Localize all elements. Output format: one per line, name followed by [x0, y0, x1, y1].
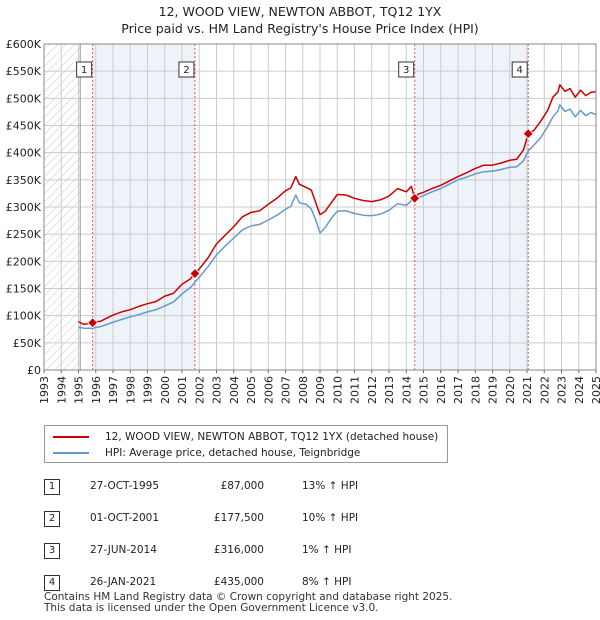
x-tick-label: 2007 [280, 376, 293, 404]
x-tick-label: 1993 [38, 376, 51, 404]
sale-date: 26-JAN-2021 [90, 576, 157, 588]
x-tick-label: 2025 [590, 376, 600, 404]
sale-price: £87,000 [220, 480, 264, 492]
sale-number-box [511, 61, 528, 78]
sale-price: £435,000 [213, 576, 264, 588]
x-tick-label: 2023 [556, 376, 569, 404]
chart-subtitle: Price paid vs. HM Land Registry's House … [121, 21, 479, 36]
y-tick-label: £50K [13, 337, 42, 350]
y-tick-label: £250K [6, 228, 42, 241]
chart-title: 12, WOOD VIEW, NEWTON ABBOT, TQ12 1YX [158, 4, 442, 19]
legend-label-property: 12, WOOD VIEW, NEWTON ABBOT, TQ12 1YX (d… [105, 431, 439, 443]
x-tick-label: 2010 [331, 376, 344, 404]
sale-number-label: 1 [81, 65, 87, 76]
x-tick-label: 2015 [418, 376, 431, 404]
sale-price: £316,000 [213, 544, 264, 556]
sale-number-badge: 4 [44, 575, 60, 591]
sale-number-box [178, 61, 195, 78]
x-tick-label: 1997 [107, 376, 120, 404]
sales-table: 1 27-OCT-1995 £87,000 13% ↑ HPI 2 01-OCT… [44, 472, 444, 600]
sale-hpi-diff: 8% ↑ HPI [302, 576, 352, 588]
x-tick-label: 2018 [469, 376, 482, 404]
sale-number-badge: 2 [44, 511, 60, 527]
series-line-property [78, 84, 597, 326]
footer: Contains HM Land Registry data © Crown c… [44, 592, 452, 614]
legend-label-hpi: HPI: Average price, detached house, Teig… [105, 447, 361, 459]
sale-point-marker [409, 192, 421, 204]
y-tick-label: £600K [6, 38, 42, 51]
x-tick-label: 2022 [538, 376, 551, 404]
sale-date: 27-JUN-2014 [90, 544, 157, 556]
plot-frame [43, 43, 597, 371]
sale-number-label: 3 [403, 65, 409, 76]
legend-line-property [53, 436, 89, 438]
sale-number-label: 2 [183, 65, 189, 76]
x-tick-label: 2020 [504, 376, 517, 404]
x-tick-label: 2002 [193, 376, 206, 404]
x-tick-label: 2016 [435, 376, 448, 404]
x-tick-label: 1995 [73, 376, 86, 404]
x-tick-label: 1998 [124, 376, 137, 404]
y-tick-label: £200K [6, 255, 42, 268]
x-tick-label: 2012 [366, 376, 379, 404]
x-tick-label: 2021 [521, 376, 534, 404]
legend-item-property: 12, WOOD VIEW, NEWTON ABBOT, TQ12 1YX (d… [53, 429, 438, 445]
x-tick-label: 2006 [262, 376, 275, 404]
y-tick-label: £0 [27, 364, 41, 377]
x-tick-label: 2013 [383, 376, 396, 404]
series-line-hpi [78, 104, 597, 329]
sale-point-marker [522, 128, 534, 140]
legend-line-hpi [53, 452, 89, 454]
y-tick-label: £100K [6, 310, 42, 323]
sale-number-box [76, 61, 93, 78]
x-tick-label: 2004 [228, 376, 241, 404]
sale-hpi-diff: 10% ↑ HPI [302, 512, 359, 524]
sale-hpi-diff: 13% ↑ HPI [302, 480, 359, 492]
x-tick-label: 2009 [314, 376, 327, 404]
sale-number-label: 4 [517, 65, 523, 76]
x-tick-label: 1996 [90, 376, 103, 404]
sale-row: 2 01-OCT-2001 £177,500 10% ↑ HPI [44, 504, 444, 536]
x-tick-label: 2001 [176, 376, 189, 404]
price-chart: 1 2 3 4 £0 £50K £100K £150K £200K £250K £300K £350… [6, 38, 600, 404]
x-tick-label: 1994 [55, 376, 68, 404]
x-tick-label: 2011 [349, 376, 362, 404]
sale-date: 27-OCT-1995 [90, 480, 159, 492]
legend-item-hpi: HPI: Average price, detached house, Teig… [53, 445, 360, 461]
y-tick-label: £500K [6, 92, 42, 105]
x-tick-label: 1999 [142, 376, 155, 404]
x-tick-label: 2000 [159, 376, 172, 404]
y-tick-label: £300K [6, 201, 42, 214]
sale-hpi-diff: 1% ↑ HPI [302, 544, 352, 556]
sale-date: 01-OCT-2001 [90, 512, 159, 524]
x-tick-label: 2014 [400, 376, 413, 404]
x-tick-label: 2024 [573, 376, 586, 404]
y-tick-label: £150K [6, 283, 42, 296]
x-tick-label: 2003 [211, 376, 224, 404]
sale-point-marker [87, 317, 99, 329]
x-tick-label: 2019 [487, 376, 500, 404]
x-tick-label: 2008 [297, 376, 310, 404]
sale-number-badge: 1 [44, 479, 60, 495]
sale-row: 1 27-OCT-1995 £87,000 13% ↑ HPI [44, 472, 444, 504]
y-tick-label: £450K [6, 120, 42, 133]
sale-row: 3 27-JUN-2014 £316,000 1% ↑ HPI [44, 536, 444, 568]
y-tick-label: £550K [6, 65, 42, 78]
chart-legend: 12, WOOD VIEW, NEWTON ABBOT, TQ12 1YX (d… [44, 425, 448, 463]
hatched-region [44, 44, 81, 370]
sale-point-marker [189, 268, 201, 280]
footer-license: This data is licensed under the Open Gov… [44, 602, 379, 614]
sale-number-box [398, 61, 415, 78]
sale-price: £177,500 [213, 512, 264, 524]
x-tick-label: 2005 [245, 376, 258, 404]
sale-row: 4 26-JAN-2021 £435,000 8% ↑ HPI [44, 568, 444, 600]
y-tick-label: £400K [6, 147, 42, 160]
y-tick-label: £350K [6, 174, 42, 187]
footer-copyright: Contains HM Land Registry data © Crown c… [44, 591, 453, 603]
x-tick-label: 2017 [452, 376, 465, 404]
sale-number-badge: 3 [44, 543, 60, 559]
